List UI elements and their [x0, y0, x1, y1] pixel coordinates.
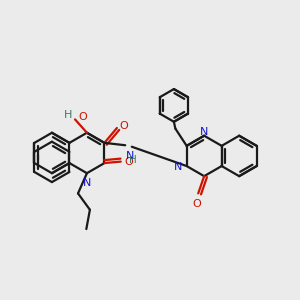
Text: O: O	[78, 112, 87, 122]
Text: N: N	[125, 151, 134, 161]
Text: O: O	[193, 199, 201, 209]
Text: H: H	[129, 155, 137, 165]
Text: H: H	[64, 110, 72, 120]
Text: O: O	[124, 157, 133, 166]
Text: O: O	[119, 121, 128, 130]
Text: N: N	[174, 162, 182, 172]
Text: N: N	[200, 127, 208, 136]
Text: N: N	[83, 178, 91, 188]
